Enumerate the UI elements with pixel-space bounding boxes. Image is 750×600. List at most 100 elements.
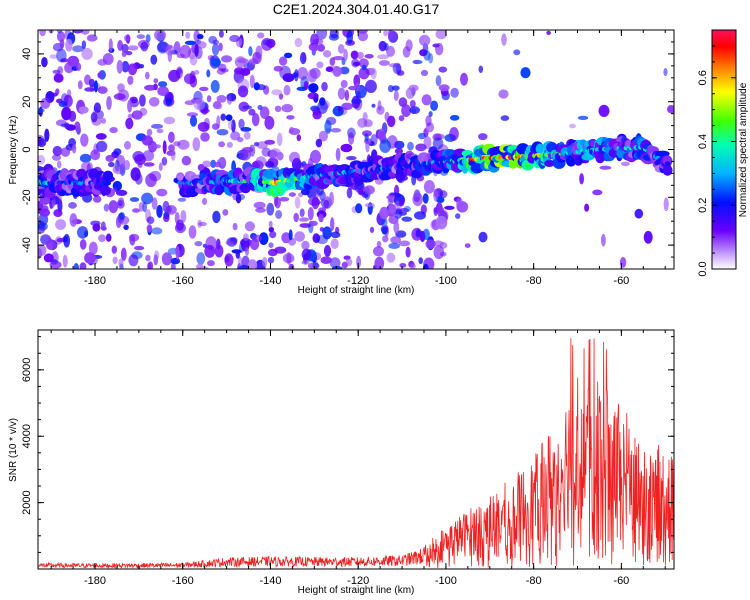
heatmap-noise-cell — [294, 231, 306, 242]
heatmap-noise-cell — [320, 256, 332, 265]
heatmap-noise-cell — [170, 261, 176, 269]
heatmap-noise-cell — [238, 118, 245, 130]
heatmap-noise-cell — [365, 79, 377, 93]
heatmap-noise-cell — [181, 155, 192, 166]
heatmap-noise-cell — [196, 252, 206, 265]
heatmap-x-tick-label: -60 — [613, 275, 629, 287]
heatmap-noise-cell — [177, 197, 187, 202]
heatmap-noise-cell — [38, 244, 47, 256]
heatmap-noise-cell — [249, 74, 255, 89]
heatmap-noise-cell — [299, 52, 307, 65]
heatmap-noise-cell — [312, 261, 319, 269]
heatmap-noise-cell — [142, 150, 155, 162]
heatmap-noise-cell — [301, 240, 310, 250]
heatmap-noise-cell — [81, 47, 93, 60]
heatmap-noise-cell — [577, 115, 589, 120]
heatmap-noise-cell — [394, 208, 403, 219]
heatmap-noise-cell — [157, 86, 169, 97]
heatmap-noise-cell — [391, 85, 400, 91]
heatmap-noise-cell — [415, 143, 427, 152]
heatmap-noise-cell — [49, 260, 62, 269]
heatmap-noise-cell — [108, 200, 119, 214]
heatmap-noise-cell — [124, 140, 131, 150]
heatmap-ridge-cell — [103, 170, 113, 182]
heatmap-noise-cell — [88, 241, 98, 255]
heatmap-noise-cell — [279, 56, 288, 66]
heatmap-noise-cell — [163, 214, 170, 223]
heatmap-noise-cell — [278, 197, 290, 202]
heatmap-noise-cell — [478, 133, 488, 141]
heatmap-noise-cell — [212, 210, 221, 224]
heatmap-noise-cell — [218, 63, 227, 72]
heatmap-noise-cell — [329, 30, 339, 39]
heatmap-noise-cell — [296, 134, 301, 142]
heatmap-noise-cell — [241, 146, 254, 153]
heatmap-noise-cell — [435, 215, 448, 230]
heatmap-noise-cell — [81, 40, 87, 49]
heatmap-noise-cell — [311, 196, 320, 210]
heatmap-noise-cell — [386, 252, 396, 263]
heatmap-noise-cell — [500, 115, 510, 121]
heatmap-noise-cell — [437, 202, 443, 216]
heatmap-noise-cell — [127, 75, 134, 86]
heatmap-noise-cell — [106, 96, 112, 110]
heatmap-noise-cell — [282, 73, 295, 83]
snr-panel: -180 -160 -140 -120 -100 -80 -60 2000 4000 6000 H… — [8, 329, 675, 596]
colorbar-tick-label: 0.6 — [697, 70, 709, 85]
heatmap-ridge-cell — [176, 174, 184, 181]
heatmap-noise-cell — [221, 55, 233, 63]
heatmap-noise-cell — [202, 197, 207, 205]
heatmap-noise-cell — [132, 208, 141, 213]
heatmap-noise-cell — [275, 210, 283, 219]
heatmap-noise-cell — [78, 106, 89, 114]
heatmap-noise-cell — [189, 54, 198, 66]
heatmap-noise-cell — [229, 34, 241, 43]
heatmap-noise-cell — [121, 60, 130, 73]
heatmap-noise-cell — [378, 60, 390, 66]
heatmap-noise-cell — [346, 30, 354, 45]
heatmap-noise-cell — [52, 193, 62, 205]
heatmap-noise-cell — [206, 69, 211, 78]
heatmap-noise-cell — [330, 217, 335, 232]
heatmap-noise-cell — [310, 43, 319, 52]
heatmap-noise-cell — [643, 230, 653, 244]
heatmap-noise-cell — [235, 250, 240, 259]
heatmap-y-tick-label: 0 — [21, 146, 33, 152]
heatmap-noise-cell — [153, 78, 159, 84]
heatmap-noise-cell — [420, 69, 429, 77]
heatmap-noise-cell — [478, 65, 484, 74]
heatmap-noise-cell — [520, 67, 531, 79]
heatmap-noise-cell — [214, 161, 222, 168]
snr-y-tick-label: 2000 — [21, 490, 33, 514]
heatmap-ridge-cell — [240, 186, 251, 194]
heatmap-x-tick-label: -140 — [259, 275, 281, 287]
heatmap-noise-cell — [300, 188, 310, 196]
heatmap-noise-cell — [81, 161, 93, 172]
heatmap-noise-cell — [408, 84, 419, 92]
heatmap-noise-cell — [210, 58, 221, 67]
heatmap-noise-cell — [216, 129, 229, 136]
heatmap-noise-cell — [84, 252, 96, 264]
heatmap-noise-cell — [344, 89, 350, 101]
heatmap-noise-cell — [183, 73, 196, 85]
heatmap-noise-cell — [93, 195, 102, 203]
heatmap-noise-cell — [318, 130, 328, 142]
heatmap-noise-cell — [619, 257, 627, 268]
heatmap-noise-cell — [433, 207, 438, 216]
heatmap-noise-cell — [317, 44, 325, 52]
heatmap-noise-cell — [116, 59, 123, 74]
heatmap-noise-cell — [144, 84, 157, 91]
heatmap-noise-cell — [332, 66, 342, 77]
heatmap-noise-cell — [141, 135, 153, 146]
heatmap-ridge-cell — [662, 164, 673, 176]
heatmap-noise-cell — [120, 247, 127, 261]
heatmap-noise-cell — [197, 121, 210, 132]
heatmap-noise-cell — [130, 167, 141, 182]
heatmap-y-tick-label: 20 — [21, 96, 33, 108]
heatmap-noise-cell — [398, 115, 405, 122]
heatmap-noise-cell — [261, 257, 268, 267]
heatmap-noise-cell — [323, 245, 332, 257]
colorbar-tick-label: 0.2 — [697, 198, 709, 213]
heatmap-noise-cell — [186, 112, 199, 117]
heatmap-noise-cell — [294, 196, 301, 209]
